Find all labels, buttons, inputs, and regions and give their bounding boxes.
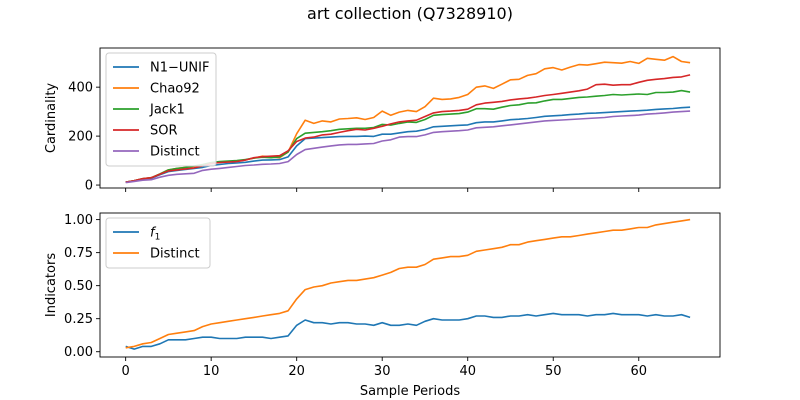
y-axis-label: Indicators [44,253,59,317]
legend-label-f1: f1 [150,226,160,243]
y-axis-label: Cardinality [44,83,59,154]
x-tick-label: 60 [630,364,647,379]
x-axis-label: Sample Periods [360,384,460,399]
legend-label-chao92: Chao92 [150,82,200,97]
legend-box [105,217,211,269]
indicators-panel: 0 10 20 30 40 50 60 0.00 0.25 0.50 0.75 1.00 Indicat… [44,212,721,379]
legend-label-distinct: Distinct [150,247,200,262]
x-tick-label: 40 [459,364,476,379]
y-tick-label: 0.00 [64,345,93,360]
x-tick-label: 50 [545,364,562,379]
series-line-jack1 [125,89,691,183]
legend-box [105,52,217,167]
x-tick-label: 30 [374,364,391,379]
y-tick-label: 400 [68,81,93,96]
y-tick-label: 0.25 [64,312,93,327]
legend-label-jack1: Jack1 [149,103,185,118]
y-tick-label: 0.50 [64,279,93,294]
plot-frame [99,47,721,189]
series-line-distinct [125,218,691,349]
plot-frame [99,212,721,358]
x-tick-label: 20 [288,364,305,379]
series-line-n1-unif [125,106,691,183]
series-line-distinct [125,110,691,184]
cardinality-panel: 0 200 400 Cardinality N1−UNIF Chao92 Jack1 SOR D… [44,47,721,194]
figure-title: art collection (Q7328910) [307,4,513,23]
x-tick-label: 0 [122,364,130,379]
legend-label-sor: SOR [150,124,178,139]
y-tick-label: 0.75 [64,246,93,261]
legend-label-n1-unif: N1−UNIF [150,61,209,76]
y-tick-label: 0 [85,179,93,194]
series-line-f1 [125,312,691,350]
y-tick-label: 200 [68,130,93,145]
legend-label-distinct: Distinct [150,145,200,160]
x-tick-label: 10 [203,364,220,379]
series-line-sor [125,74,691,183]
y-tick-label: 1.00 [64,213,93,228]
